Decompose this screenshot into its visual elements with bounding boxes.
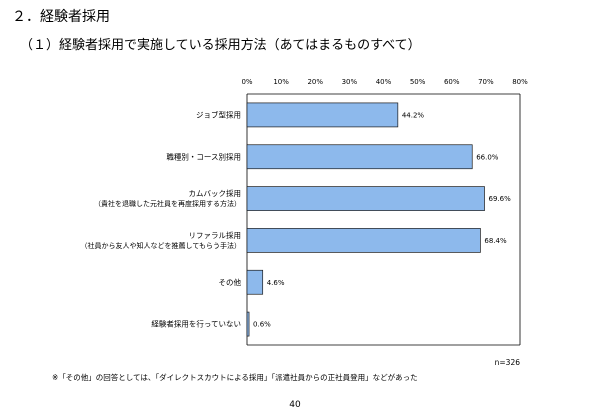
bar-value-label: 0.6% [253, 321, 271, 329]
bar-value-label: 4.6% [267, 279, 285, 287]
bar-value-label: 66.0% [476, 153, 499, 161]
category-label: リファラル採用 [189, 230, 242, 240]
x-tick-label: 50% [410, 78, 426, 86]
footnote: ※「その他」の回答としては、「ダイレクトスカウトによる採用」「派遣社員からの正社… [52, 373, 418, 382]
x-tick-label: 30% [342, 78, 358, 86]
bar [246, 228, 481, 253]
x-tick-label: 60% [444, 78, 460, 86]
bar [246, 311, 250, 337]
x-tick-label: 40% [376, 78, 392, 86]
category-label: （社員から友人や知人などを推薦してもらう手法） [81, 241, 241, 250]
section-heading: ２．経験者採用 [12, 9, 110, 25]
category-label: ジョブ型採用 [196, 109, 241, 119]
category-label: （貴社を退職した元社員を再度採用する方法） [94, 199, 241, 208]
page-number: 40 [289, 400, 301, 410]
x-tick-label: 0% [241, 78, 252, 86]
bar-value-label: 68.4% [484, 237, 507, 245]
x-tick-label: 20% [307, 78, 323, 86]
bar-value-label: 44.2% [402, 111, 425, 119]
chart-subheading: （１）経験者採用で実施している採用方法（あてはまるものすべて） [20, 38, 421, 53]
bar-value-label: 69.6% [489, 195, 512, 203]
x-tick-label: 10% [273, 78, 289, 86]
bar [246, 269, 264, 295]
category-label: その他 [219, 277, 242, 287]
bar [246, 144, 473, 170]
category-label: 職種別・コース別採用 [166, 151, 241, 161]
category-label: カムバック採用 [189, 188, 242, 198]
category-label: 経験者採用を行っていない [151, 319, 241, 329]
bar [246, 102, 399, 128]
x-tick-label: 70% [478, 78, 494, 86]
x-tick-label: 80% [512, 78, 528, 86]
sample-size-label: n=326 [495, 358, 521, 367]
bar [246, 186, 485, 211]
